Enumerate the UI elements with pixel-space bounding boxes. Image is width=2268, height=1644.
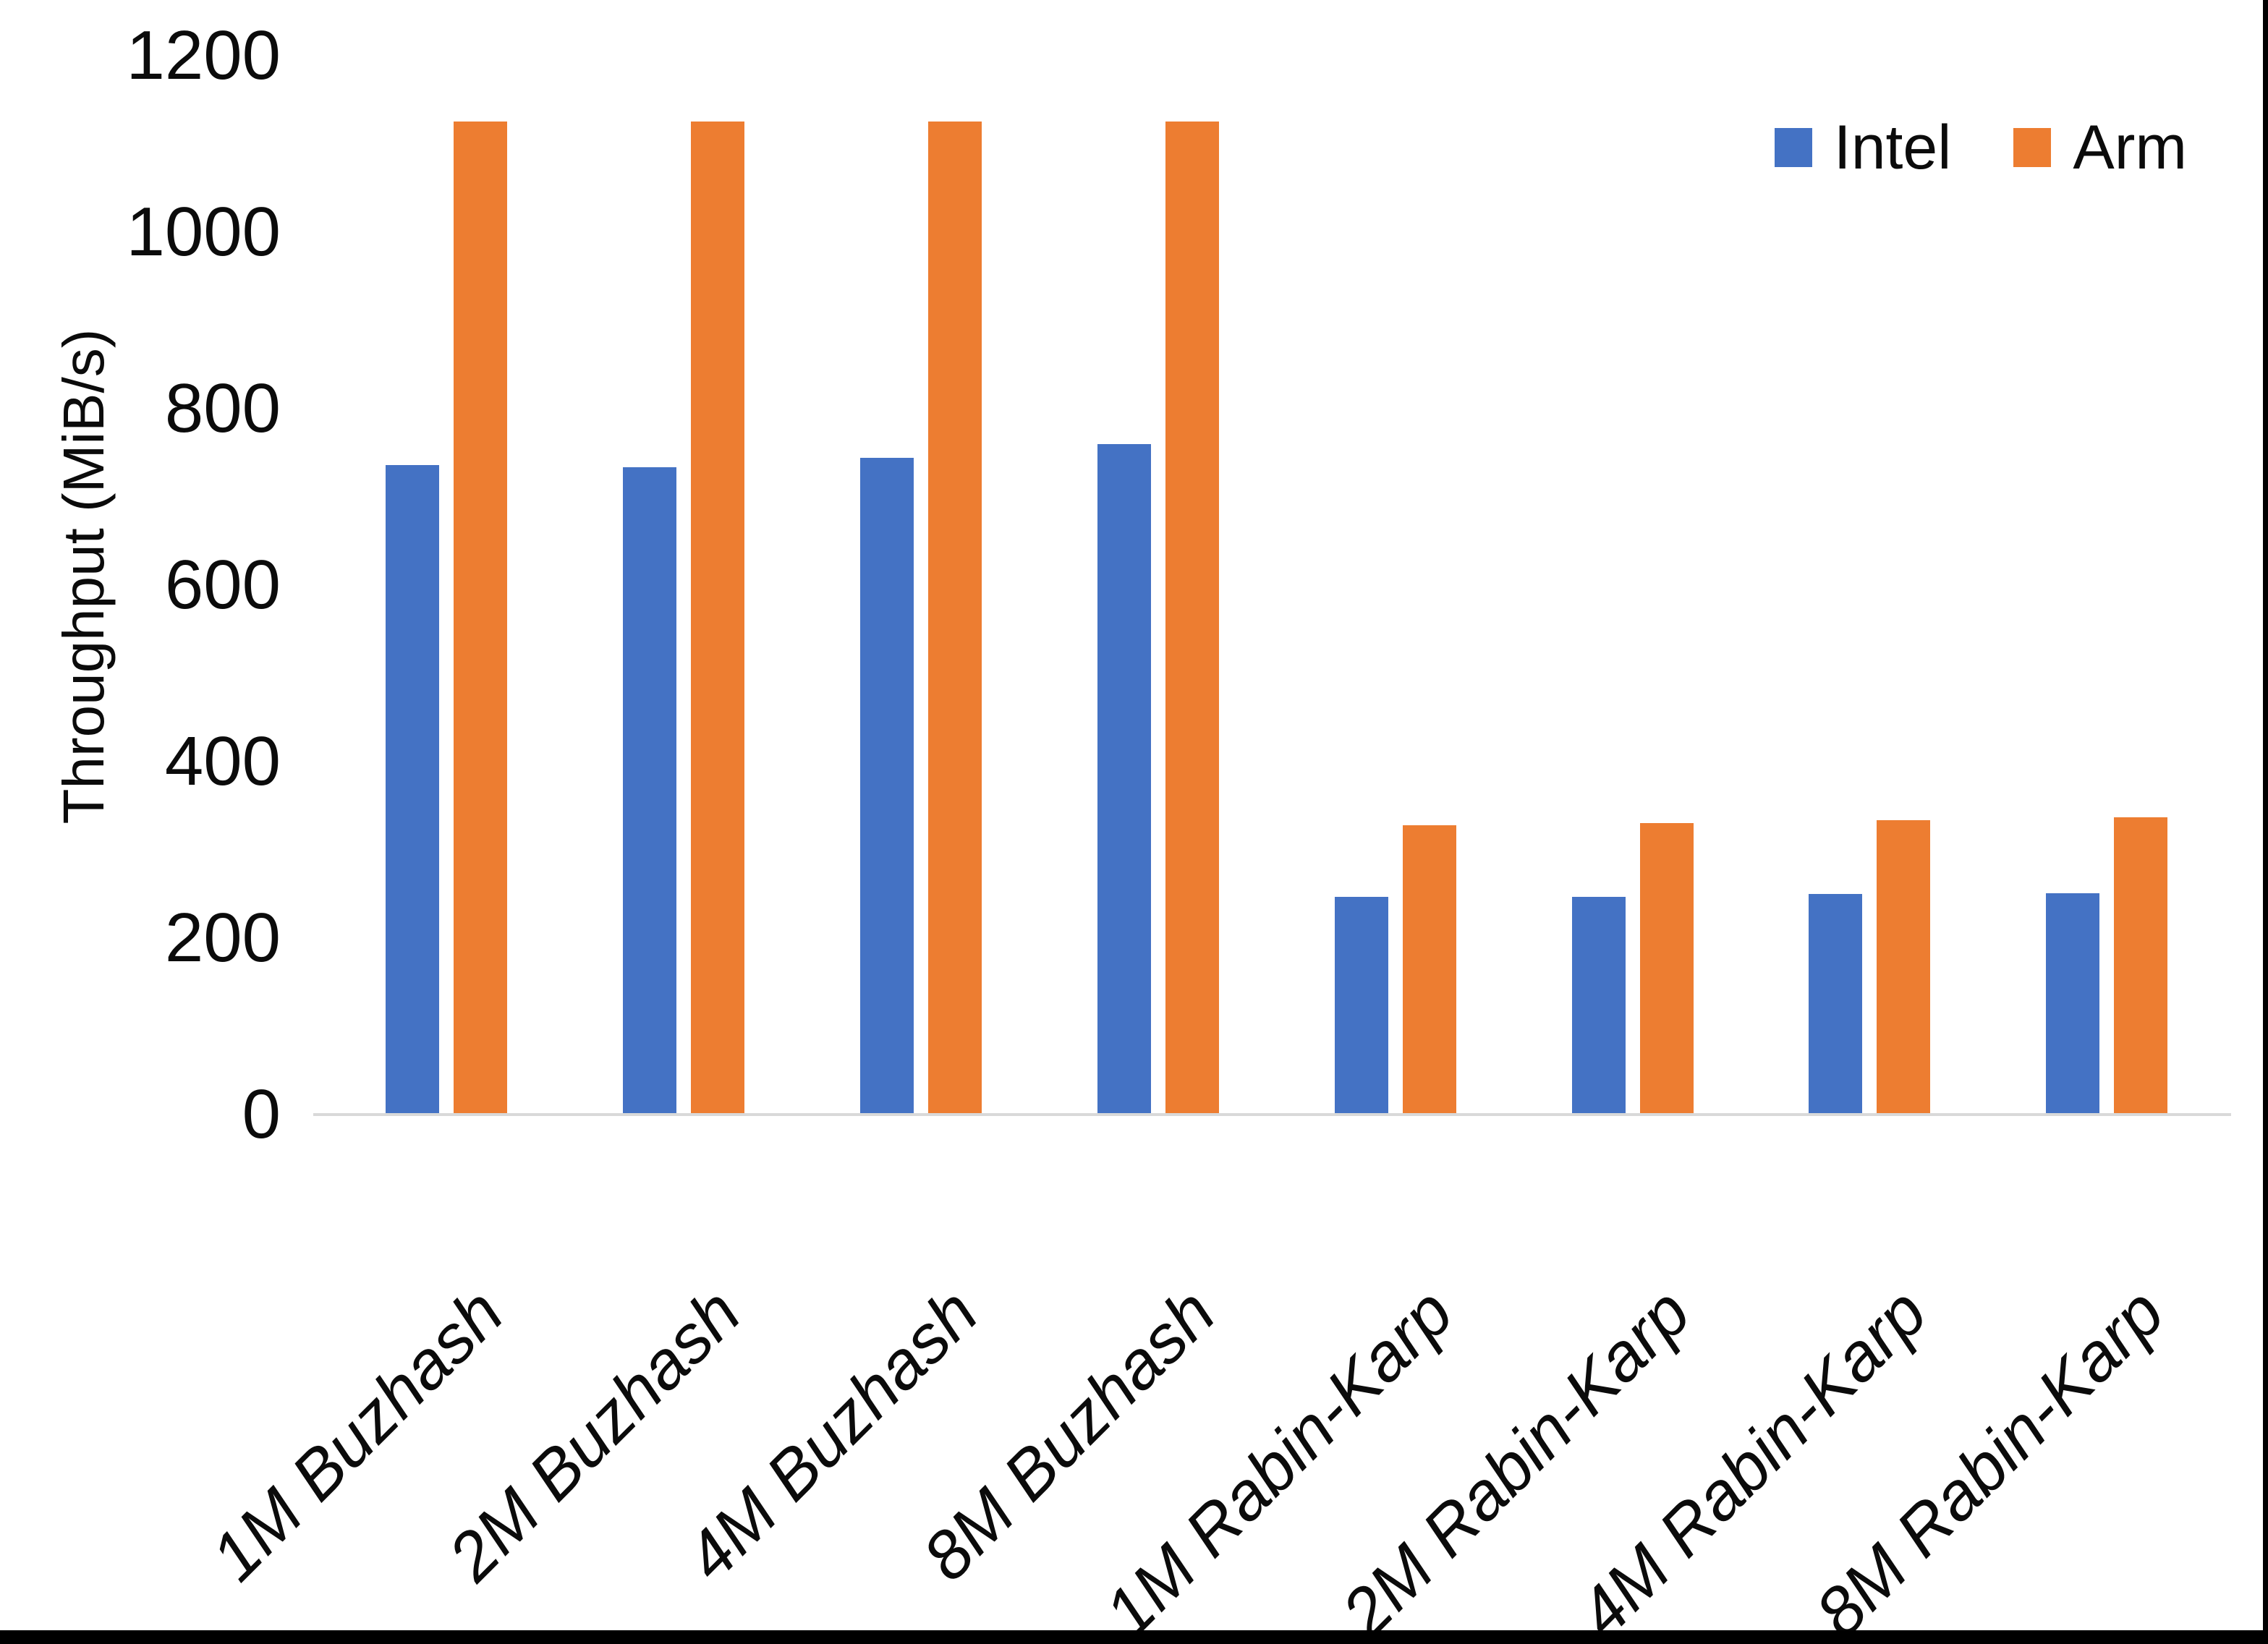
bar-arm-1m-rabin-karp — [1403, 825, 1456, 1115]
legend: Intel Arm — [1774, 110, 2187, 185]
bar-intel-8m-buzhash — [1097, 444, 1151, 1115]
bar-arm-4m-rabin-karp — [1877, 820, 1930, 1115]
legend-swatch-arm — [2013, 128, 2052, 167]
window-edge-bottom — [0, 1630, 2268, 1644]
y-tick-label-400: 400 — [164, 723, 281, 800]
legend-label-arm: Arm — [2073, 113, 2187, 182]
y-tick-label-800: 800 — [164, 370, 281, 447]
y-tick-label-600: 600 — [164, 546, 281, 623]
bar-intel-4m-buzhash — [860, 458, 914, 1115]
bar-arm-2m-rabin-karp — [1640, 823, 1694, 1115]
bar-intel-1m-rabin-karp — [1335, 897, 1388, 1115]
bar-arm-2m-buzhash — [691, 122, 744, 1115]
bar-arm-4m-buzhash — [928, 122, 982, 1115]
x-axis-line — [313, 1113, 2231, 1116]
bar-arm-8m-buzhash — [1165, 122, 1219, 1115]
legend-item-arm: Arm — [2013, 110, 2187, 185]
y-tick-label-1200: 1200 — [126, 17, 281, 94]
window-edge-right — [2263, 0, 2268, 1644]
legend-item-intel: Intel — [1774, 110, 1952, 185]
legend-swatch-intel — [1774, 128, 1812, 167]
bar-arm-1m-buzhash — [454, 122, 507, 1115]
bar-arm-8m-rabin-karp — [2114, 817, 2167, 1115]
legend-label-intel: Intel — [1833, 113, 1952, 182]
bar-intel-1m-buzhash — [386, 465, 439, 1115]
bar-intel-2m-rabin-karp — [1572, 897, 1626, 1115]
y-tick-label-1000: 1000 — [126, 193, 281, 271]
y-tick-label-0: 0 — [242, 1076, 281, 1153]
bar-intel-8m-rabin-karp — [2046, 893, 2099, 1115]
bar-intel-2m-buzhash — [623, 467, 676, 1115]
y-tick-label-200: 200 — [164, 899, 281, 976]
y-axis-title: Throughput (MiB/s) — [51, 328, 116, 825]
bar-intel-4m-rabin-karp — [1809, 894, 1862, 1115]
